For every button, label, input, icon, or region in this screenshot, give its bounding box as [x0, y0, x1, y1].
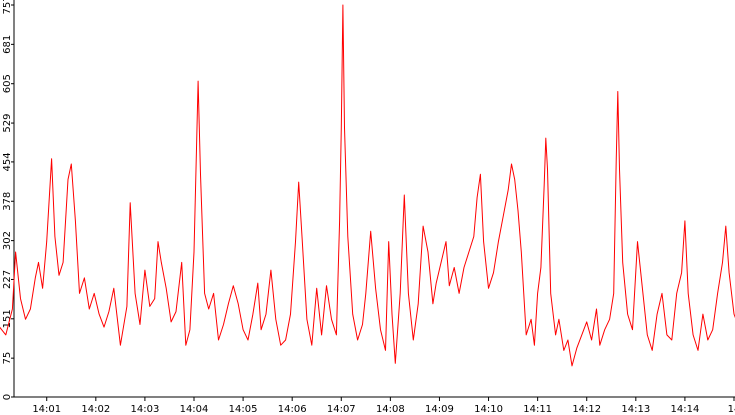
x-tick-label: 14:03: [130, 404, 159, 415]
y-tick-label: 227: [2, 270, 13, 289]
x-tick-label: 14:02: [81, 404, 110, 415]
x-tick-label: 14:06: [278, 404, 307, 415]
y-axis: 0 75 151 227 302 378 454 529 605 681 757: [2, 0, 15, 400]
y-tick-label: 302: [2, 231, 13, 250]
x-tick-label: 14:14: [670, 404, 699, 415]
series-group: [0, 4, 735, 367]
y-tick-label: 75: [2, 352, 13, 365]
y-tick-label: 0: [2, 394, 13, 400]
x-tick-label: 14:12: [572, 404, 601, 415]
y-tick-label: 454: [2, 152, 13, 171]
x-tick-label: 14:05: [229, 404, 258, 415]
x-tick-label: 14:13: [621, 404, 650, 415]
x-tick-label: 14:11: [523, 404, 552, 415]
y-tick-label: 681: [2, 35, 13, 54]
x-tick-label: 14:09: [425, 404, 454, 415]
x-tick-label: 14: [728, 404, 735, 415]
x-axis: 14:01 14:02 14:03 14:04 14:05 14:06 14:07 14:08…: [14, 396, 735, 415]
y-tick-label: 151: [2, 309, 13, 328]
x-tick-label: 14:07: [327, 404, 356, 415]
series-line: [0, 4, 735, 367]
x-tick-label: 14:10: [474, 404, 503, 415]
y-tick-label: 757: [2, 0, 13, 15]
y-tick-label: 378: [2, 192, 13, 211]
y-tick-label: 529: [2, 114, 13, 133]
y-tick-label: 605: [2, 74, 13, 93]
x-tick-label: 14:01: [32, 404, 61, 415]
x-tick-label: 14:04: [180, 404, 209, 415]
x-tick-label: 14:08: [376, 404, 405, 415]
